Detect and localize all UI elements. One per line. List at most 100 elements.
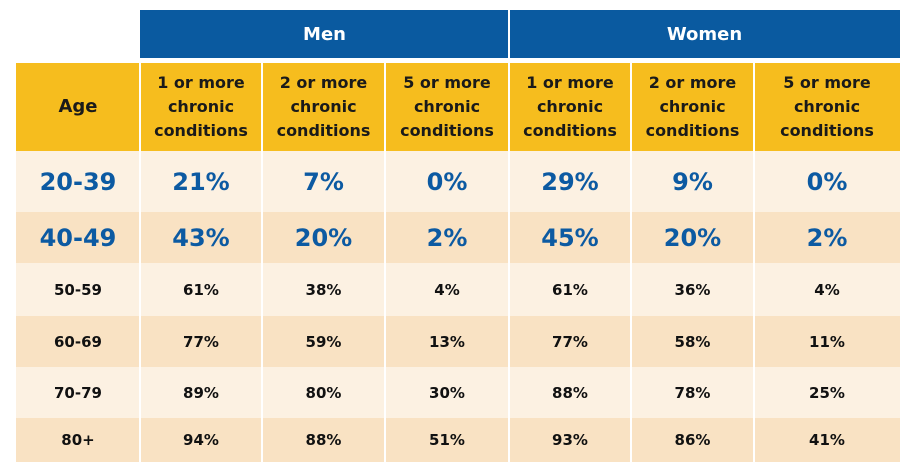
- percentage-cell: 77%: [140, 316, 262, 367]
- age-group-cell: 80+: [16, 418, 140, 462]
- percentage-cell-text: 36%: [674, 280, 711, 299]
- column-header: 1 or more chronic conditions: [140, 63, 262, 151]
- column-divider: [630, 63, 632, 462]
- percentage-cell: 20%: [262, 212, 385, 263]
- percentage-cell-text: 88%: [305, 431, 342, 449]
- column-divider: [261, 63, 263, 462]
- percentage-cell: 93%: [509, 418, 631, 462]
- age-group-cell: 20-39: [16, 151, 140, 212]
- column-header: 5 or more chronic conditions: [754, 63, 900, 151]
- percentage-cell: 88%: [509, 367, 631, 418]
- percentage-cell: 51%: [385, 418, 509, 462]
- percentage-cell: 78%: [631, 367, 754, 418]
- percentage-cell: 61%: [509, 263, 631, 316]
- percentage-cell-text: 2%: [806, 223, 848, 252]
- percentage-cell: 94%: [140, 418, 262, 462]
- percentage-cell: 43%: [140, 212, 262, 263]
- percentage-cell: 21%: [140, 151, 262, 212]
- percentage-cell-text: 21%: [172, 167, 230, 196]
- percentage-cell-text: 41%: [809, 431, 845, 449]
- percentage-cell-text: 4%: [434, 280, 460, 299]
- percentage-cell: 2%: [754, 212, 900, 263]
- column-header: 1 or more chronic conditions: [509, 63, 631, 151]
- percentage-cell-text: 29%: [541, 167, 599, 196]
- percentage-cell: 89%: [140, 367, 262, 418]
- percentage-cell: 86%: [631, 418, 754, 462]
- percentage-cell: 38%: [262, 263, 385, 316]
- percentage-cell-text: 7%: [303, 167, 344, 196]
- age-group-cell: 50-59: [16, 263, 140, 316]
- age-group-cell: 60-69: [16, 316, 140, 367]
- percentage-cell-text: 43%: [172, 223, 230, 252]
- column-header-text: 1 or more chronic conditions: [154, 73, 248, 140]
- percentage-cell-text: 77%: [183, 332, 219, 351]
- percentage-cell: 25%: [754, 367, 900, 418]
- age-group-cell-text: 40-49: [39, 223, 117, 252]
- percentage-cell-text: 0%: [806, 167, 848, 196]
- percentage-cell: 36%: [631, 263, 754, 316]
- column-header-text: 5 or more chronic conditions: [780, 73, 874, 140]
- percentage-cell: 41%: [754, 418, 900, 462]
- age-group-cell-text: 60-69: [54, 332, 102, 351]
- age-column-header-text: Age: [58, 96, 98, 117]
- percentage-cell: 7%: [262, 151, 385, 212]
- group-header-women: Women: [509, 10, 900, 58]
- age-group-cell-text: 80+: [61, 431, 95, 449]
- percentage-cell-text: 77%: [552, 332, 588, 351]
- percentage-cell: 30%: [385, 367, 509, 418]
- age-group-cell-text: 50-59: [54, 280, 102, 299]
- percentage-cell-text: 80%: [305, 383, 342, 402]
- percentage-cell: 58%: [631, 316, 754, 367]
- percentage-cell: 29%: [509, 151, 631, 212]
- column-header: 5 or more chronic conditions: [385, 63, 509, 151]
- percentage-cell-text: 86%: [674, 431, 711, 449]
- column-divider: [384, 63, 386, 462]
- column-divider: [753, 63, 755, 462]
- group-header-men: Men: [140, 10, 509, 58]
- percentage-cell-text: 20%: [663, 223, 722, 252]
- percentage-cell: 20%: [631, 212, 754, 263]
- age-group-cell: 70-79: [16, 367, 140, 418]
- percentage-cell-text: 45%: [541, 223, 599, 252]
- group-header-men-text: Men: [303, 23, 346, 45]
- percentage-cell: 11%: [754, 316, 900, 367]
- column-header: 2 or more chronic conditions: [262, 63, 385, 151]
- percentage-cell-text: 4%: [814, 280, 840, 299]
- age-group-cell: 40-49: [16, 212, 140, 263]
- percentage-cell: 2%: [385, 212, 509, 263]
- percentage-cell: 0%: [385, 151, 509, 212]
- column-divider: [508, 8, 510, 462]
- percentage-cell-text: 61%: [183, 280, 219, 299]
- percentage-cell-text: 88%: [552, 383, 588, 402]
- column-header: 2 or more chronic conditions: [631, 63, 754, 151]
- percentage-cell: 88%: [262, 418, 385, 462]
- percentage-cell-text: 9%: [672, 167, 713, 196]
- percentage-cell-text: 38%: [305, 280, 342, 299]
- percentage-cell: 4%: [754, 263, 900, 316]
- percentage-cell: 0%: [754, 151, 900, 212]
- column-header-text: 1 or more chronic conditions: [523, 73, 617, 140]
- group-header-women-text: Women: [666, 23, 743, 45]
- percentage-cell-text: 20%: [294, 223, 353, 252]
- percentage-cell-text: 30%: [429, 383, 465, 402]
- percentage-cell-text: 11%: [809, 332, 845, 351]
- column-header-text: 5 or more chronic conditions: [400, 73, 494, 140]
- percentage-cell-text: 59%: [305, 332, 342, 351]
- age-group-cell-text: 70-79: [54, 383, 102, 402]
- percentage-cell: 61%: [140, 263, 262, 316]
- percentage-cell: 59%: [262, 316, 385, 367]
- percentage-cell-text: 58%: [674, 332, 711, 351]
- percentage-cell: 4%: [385, 263, 509, 316]
- age-group-cell-text: 20-39: [39, 167, 117, 196]
- percentage-cell-text: 61%: [552, 280, 588, 299]
- percentage-cell-text: 94%: [183, 431, 219, 449]
- percentage-cell: 45%: [509, 212, 631, 263]
- column-divider: [139, 63, 141, 462]
- percentage-cell-text: 51%: [429, 431, 465, 449]
- percentage-cell-text: 89%: [183, 383, 219, 402]
- percentage-cell-text: 93%: [552, 431, 588, 449]
- percentage-cell: 9%: [631, 151, 754, 212]
- percentage-cell: 13%: [385, 316, 509, 367]
- column-header-text: 2 or more chronic conditions: [276, 73, 371, 140]
- percentage-cell: 80%: [262, 367, 385, 418]
